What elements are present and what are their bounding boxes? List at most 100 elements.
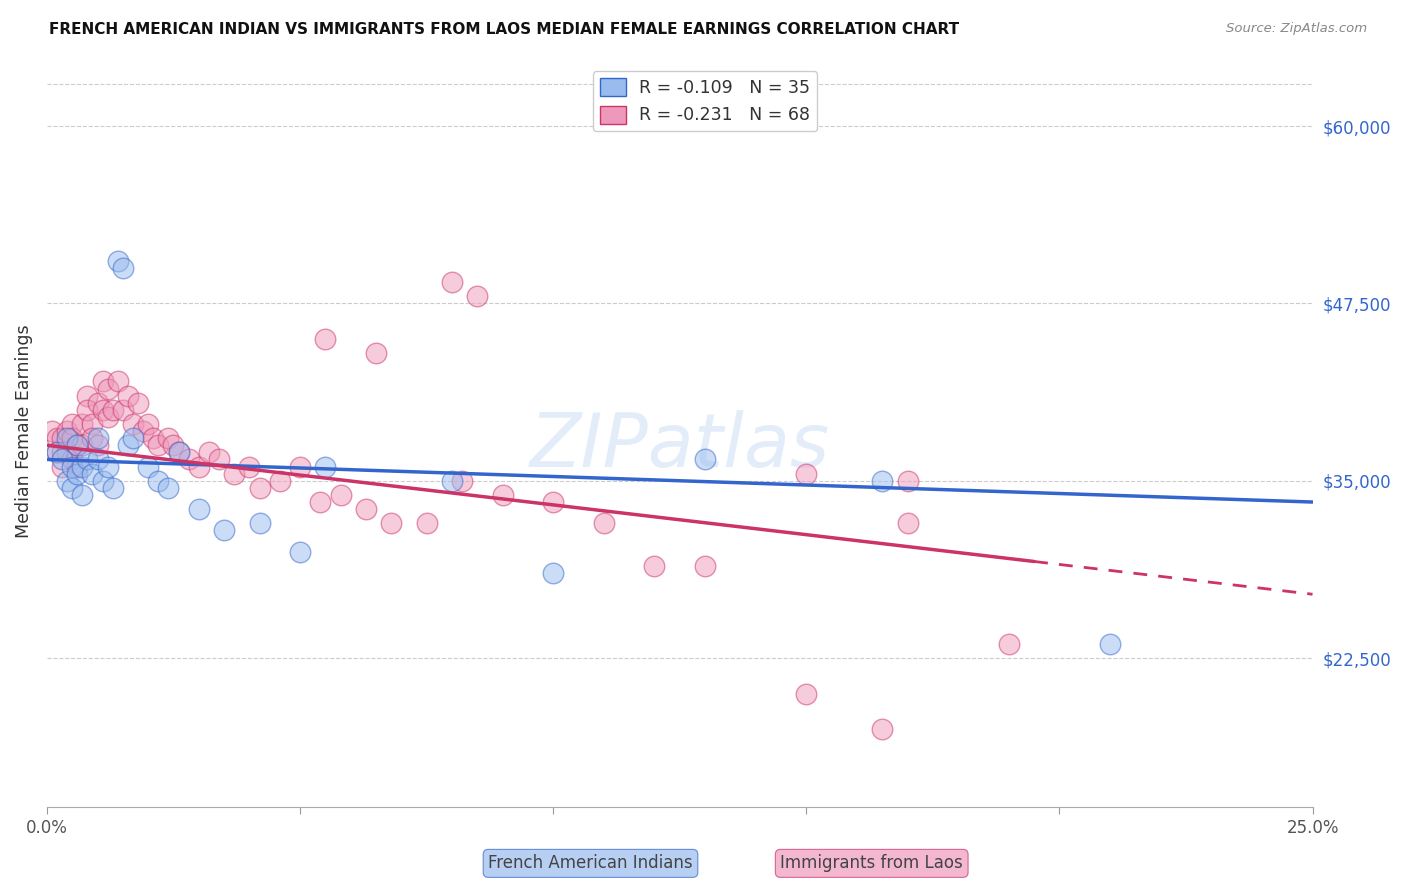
Point — [101, 481, 124, 495]
Point — [693, 558, 716, 573]
Point — [72, 459, 94, 474]
Point — [440, 275, 463, 289]
Point — [82, 467, 104, 481]
Point — [314, 332, 336, 346]
Text: FRENCH AMERICAN INDIAN VS IMMIGRANTS FROM LAOS MEDIAN FEMALE EARNINGS CORRELATIO: FRENCH AMERICAN INDIAN VS IMMIGRANTS FRO… — [49, 22, 959, 37]
Point — [60, 431, 83, 445]
Point — [309, 495, 332, 509]
Point — [157, 431, 180, 445]
Point — [76, 389, 98, 403]
Point — [76, 452, 98, 467]
Point — [491, 488, 513, 502]
Text: Immigrants from Laos: Immigrants from Laos — [780, 855, 963, 872]
Point — [157, 481, 180, 495]
Point — [86, 452, 108, 467]
Point — [288, 459, 311, 474]
Point — [1098, 637, 1121, 651]
Point — [76, 402, 98, 417]
Point — [60, 452, 83, 467]
Point — [148, 474, 170, 488]
Point — [111, 402, 134, 417]
Point — [51, 459, 73, 474]
Point — [794, 687, 817, 701]
Point — [794, 467, 817, 481]
Point — [896, 474, 918, 488]
Point — [127, 395, 149, 409]
Point — [693, 452, 716, 467]
Point — [212, 524, 235, 538]
Point — [51, 452, 73, 467]
Point — [82, 431, 104, 445]
Point — [56, 431, 79, 445]
Point — [249, 481, 271, 495]
Point — [107, 375, 129, 389]
Point — [314, 459, 336, 474]
Point — [91, 474, 114, 488]
Point — [870, 722, 893, 736]
Point — [354, 502, 377, 516]
Point — [46, 445, 69, 459]
Point — [66, 438, 89, 452]
Point — [56, 474, 79, 488]
Point — [122, 417, 145, 431]
Point — [592, 516, 614, 531]
Point — [142, 431, 165, 445]
Point — [46, 445, 69, 459]
Point — [86, 395, 108, 409]
Point — [72, 417, 94, 431]
Point — [451, 474, 474, 488]
Point — [187, 502, 209, 516]
Point — [91, 375, 114, 389]
Point — [60, 417, 83, 431]
Point — [60, 481, 83, 495]
Point — [60, 459, 83, 474]
Text: Source: ZipAtlas.com: Source: ZipAtlas.com — [1226, 22, 1367, 36]
Point — [643, 558, 665, 573]
Point — [415, 516, 437, 531]
Point — [51, 445, 73, 459]
Point — [101, 402, 124, 417]
Point — [997, 637, 1019, 651]
Point — [187, 459, 209, 474]
Point — [86, 438, 108, 452]
Point — [208, 452, 231, 467]
Legend: R = -0.109   N = 35, R = -0.231   N = 68: R = -0.109 N = 35, R = -0.231 N = 68 — [592, 71, 817, 131]
Point — [66, 438, 89, 452]
Point — [380, 516, 402, 531]
Point — [122, 431, 145, 445]
Point — [56, 424, 79, 438]
Point — [148, 438, 170, 452]
Point — [288, 544, 311, 558]
Point — [66, 459, 89, 474]
Point — [72, 438, 94, 452]
Point — [117, 389, 139, 403]
Point — [541, 566, 564, 580]
Point — [198, 445, 221, 459]
Text: French American Indians: French American Indians — [488, 855, 693, 872]
Point — [465, 289, 488, 303]
Point — [167, 445, 190, 459]
Point — [97, 382, 120, 396]
Point — [86, 431, 108, 445]
Point — [224, 467, 246, 481]
Point — [97, 409, 120, 424]
Point — [136, 459, 159, 474]
Point — [162, 438, 184, 452]
Point — [541, 495, 564, 509]
Point — [870, 474, 893, 488]
Point — [329, 488, 352, 502]
Text: ZIPatlas: ZIPatlas — [530, 410, 830, 483]
Point — [91, 402, 114, 417]
Point — [72, 488, 94, 502]
Point — [46, 431, 69, 445]
Point — [440, 474, 463, 488]
Point — [364, 346, 387, 360]
Point — [117, 438, 139, 452]
Point — [66, 467, 89, 481]
Point — [896, 516, 918, 531]
Point — [167, 445, 190, 459]
Point — [249, 516, 271, 531]
Point — [82, 417, 104, 431]
Point — [97, 459, 120, 474]
Point — [132, 424, 155, 438]
